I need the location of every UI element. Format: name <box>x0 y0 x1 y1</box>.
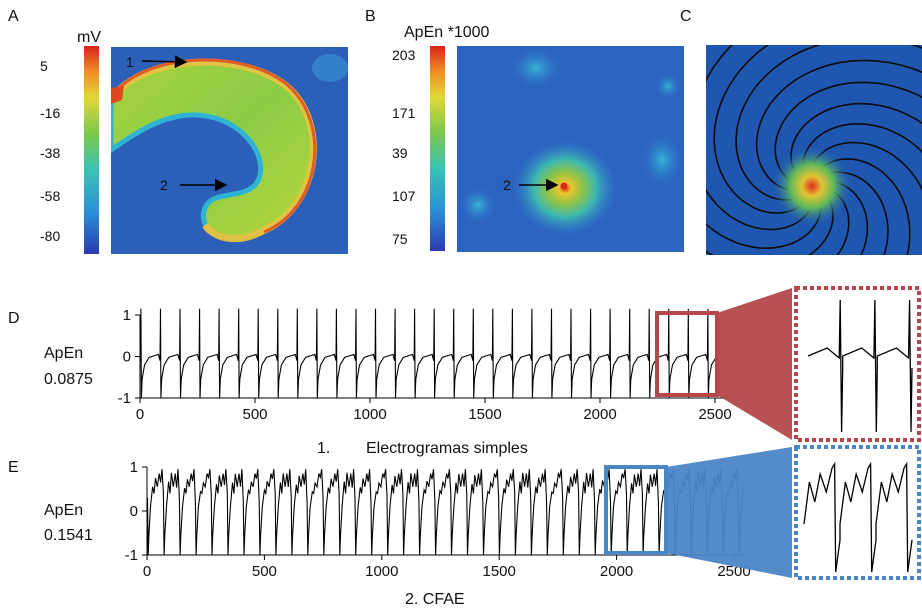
streamline <box>819 185 850 255</box>
panel-d: D ApEn 0.0875 1 0 -1 0 500 1000 1500 2000 2500 1… <box>8 286 921 457</box>
streamline <box>809 141 922 191</box>
x-tick-label: 0 <box>143 563 151 580</box>
x-tick-label: 2000 <box>600 563 633 580</box>
panel-a-tick: -80 <box>40 228 60 244</box>
x-tick-label: 1500 <box>483 563 516 580</box>
signal-trace <box>146 469 744 556</box>
inset-signal-trace <box>803 461 913 573</box>
panel-b-unit: ApEn *1000 <box>404 24 490 41</box>
marker-1-label: 1 <box>126 54 134 70</box>
panel-a-letter: A <box>8 8 19 25</box>
zoom-connector-e <box>666 447 792 578</box>
streamline <box>790 102 922 184</box>
zoom-inset-d <box>794 286 921 442</box>
x-tick-label: 2000 <box>583 406 616 423</box>
x-tick-label: 500 <box>242 406 267 423</box>
streamline <box>802 122 922 181</box>
y-tick-label: 1 <box>130 459 138 476</box>
streamline <box>735 45 922 201</box>
zoom-connector-d <box>717 288 792 440</box>
marker-2-label: 2 <box>160 177 168 193</box>
inset-trace-d <box>807 299 913 433</box>
caption-d-number: 1. <box>317 440 330 457</box>
panel-b-letter: B <box>365 8 376 25</box>
panel-e-letter: E <box>8 459 19 476</box>
x-tick-label: 1000 <box>365 563 398 580</box>
voltage-map <box>111 47 348 254</box>
panel-d-value: 0.0875 <box>44 371 93 388</box>
x-tick-label: 500 <box>252 563 277 580</box>
plot-d: 1 0 -1 0 500 1000 1500 2000 2500 <box>118 307 732 423</box>
x-tick-label: 1500 <box>468 406 501 423</box>
streamline <box>774 81 922 187</box>
x-tick-label: 0 <box>136 406 144 423</box>
y-tick-label: 1 <box>123 307 131 324</box>
x-tick-label: 1000 <box>353 406 386 423</box>
panel-c: C <box>680 8 922 255</box>
plot-e: 10-10 500 1000 1500 2000 2500 <box>125 459 751 580</box>
panel-b: B ApEn *1000 203 171 39 107 75 2 <box>365 8 684 252</box>
zoom-inset-e <box>794 445 921 580</box>
panel-b-tick: 171 <box>392 105 416 121</box>
arrow-1 <box>141 55 188 69</box>
inset-trace-e <box>803 461 913 573</box>
streamline <box>816 171 889 255</box>
panel-a-tick: -58 <box>40 188 60 204</box>
y-tick-label: 0 <box>123 349 131 366</box>
caption-d-text: Electrogramas simples <box>366 440 528 457</box>
streamline-map <box>706 45 922 255</box>
panel-e: E ApEn 0.1541 10-10 500 1000 1500 2000 2500 2… <box>8 445 921 608</box>
panel-b-colorbar <box>430 46 445 251</box>
panel-e-metric: ApEn <box>44 502 83 519</box>
panel-a-tick: 5 <box>40 58 48 74</box>
panel-d-metric: ApEn <box>44 345 83 362</box>
signal-trace <box>139 308 717 399</box>
streamline <box>713 45 811 214</box>
panel-e-value: 0.1541 <box>44 527 93 544</box>
streamline <box>813 158 911 255</box>
x-tick-label: 2500 <box>698 406 731 423</box>
panel-b-tick: 75 <box>392 231 408 247</box>
panel-a-tick: -38 <box>40 145 60 161</box>
apen-map <box>457 46 684 252</box>
panel-a-unit: mV <box>77 29 101 46</box>
streamline <box>755 59 922 192</box>
streamline <box>706 188 834 255</box>
streamline <box>706 45 815 231</box>
inset-signal-trace <box>807 299 913 433</box>
panel-b-tick: 203 <box>392 47 416 63</box>
panel-a: A mV 5 -16 -38 -58 -80 1 2 <box>8 8 348 254</box>
y-tick-label: -1 <box>118 390 131 407</box>
panel-d-letter: D <box>8 310 20 327</box>
panel-a-tick: -16 <box>40 105 60 121</box>
y-tick-label: -1 <box>125 547 138 564</box>
caption-e: 2. CFAE <box>405 591 465 608</box>
panel-b-tick: 39 <box>392 145 408 161</box>
streamline <box>819 180 869 255</box>
y-tick-label: 0 <box>130 503 138 520</box>
streamline <box>706 191 822 250</box>
panel-a-colorbar <box>84 46 99 254</box>
panel-b-tick: 107 <box>392 188 416 204</box>
marker-b-2-label: 2 <box>503 177 511 193</box>
panel-c-letter: C <box>680 8 692 25</box>
